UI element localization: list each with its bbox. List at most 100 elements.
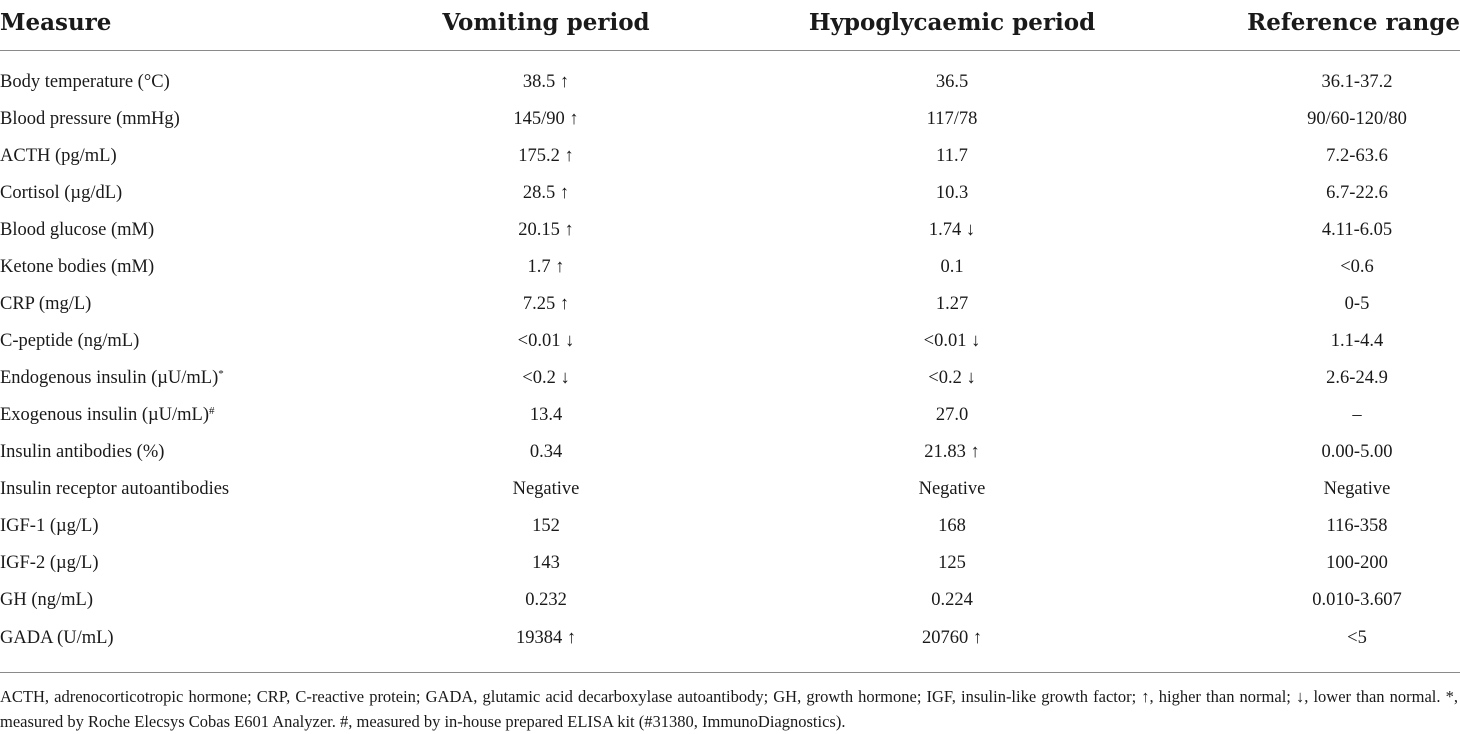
cell-hypoglycaemic-period-text: 36.5 (935, 71, 969, 92)
cell-reference-range-text: 36.1-37.2 (1321, 71, 1393, 92)
table-row: C-peptide (ng/mL) <0.01 ↓ <0.01 ↓ 1.1-4.4 (0, 322, 1460, 359)
cell-reference-range-text: <0.6 (1340, 256, 1374, 277)
cell-measure-text: Ketone bodies (mM) (0, 256, 155, 277)
cell-measure-text: Endogenous insulin (µU/mL) (0, 367, 219, 388)
cell-reference-range-text: 2.6-24.9 (1326, 367, 1388, 388)
cell-vomiting-period-text: 7.25 ↑ (522, 293, 570, 314)
cell-reference-range: 7.2-63.6 (1158, 137, 1460, 174)
cell-hypoglycaemic-period: <0.2 ↓ (746, 359, 1158, 396)
table-row: GADA (U/mL) 19384 ↑ 20760 ↑ <5 (0, 618, 1460, 662)
cell-hypoglycaemic-period: 20760 ↑ (746, 618, 1158, 662)
cell-hypoglycaemic-period-text: 27.0 (935, 404, 969, 425)
cell-hypoglycaemic-period-text: <0.2 ↓ (928, 367, 976, 388)
cell-measure-text: C-peptide (ng/mL) (0, 330, 140, 351)
cell-reference-range-text: – (1352, 404, 1362, 425)
cell-measure-text: Cortisol (µg/dL) (0, 182, 123, 203)
cell-hypoglycaemic-period: Negative (746, 470, 1158, 507)
table-footnote: ACTH, adrenocorticotropic hormone; CRP, … (0, 687, 1458, 731)
table-row: Insulin antibodies (%) 0.34 21.83 ↑ 0.00-5.… (0, 433, 1460, 470)
cell-hypoglycaemic-period: 125 (746, 544, 1158, 581)
cell-measure: Endogenous insulin (µU/mL)* (0, 359, 346, 396)
cell-reference-range-text: <5 (1347, 628, 1367, 648)
cell-reference-range: <5 (1158, 618, 1460, 662)
cell-vomiting-period: <0.2 ↓ (346, 359, 746, 396)
cell-measure: Body temperature (°C) (0, 51, 346, 101)
table-row: Blood pressure (mmHg) 145/90 ↑ 117/78 90/60… (0, 100, 1460, 137)
cell-hypoglycaemic-period: 21.83 ↑ (746, 433, 1158, 470)
cell-vomiting-period: 145/90 ↑ (346, 100, 746, 137)
cell-vomiting-period: 175.2 ↑ (346, 137, 746, 174)
cell-reference-range: Negative (1158, 470, 1460, 507)
lab-results-table-container: Measure Vomiting period Hypoglycaemic pe… (0, 0, 1460, 663)
table-row: Exogenous insulin (µU/mL)# 13.4 27.0– (0, 396, 1460, 433)
cell-reference-range-text: Negative (1323, 478, 1391, 499)
cell-measure-text: IGF-2 (µg/L) (0, 552, 99, 573)
cell-vomiting-period-text: 145/90 ↑ (513, 108, 579, 129)
cell-vomiting-period: <0.01 ↓ (346, 322, 746, 359)
cell-measure-text: CRP (mg/L) (0, 293, 92, 314)
cell-measure-text: Body temperature (°C) (0, 71, 170, 92)
cell-vomiting-period-text: 28.5 ↑ (522, 182, 570, 203)
cell-vomiting-period-text: 175.2 ↑ (518, 145, 574, 166)
cell-hypoglycaemic-period: 0.1 (746, 248, 1158, 285)
cell-reference-range-text: 100-200 (1326, 552, 1388, 573)
cell-hypoglycaemic-period-text: 21.83 ↑ (924, 441, 980, 462)
table-header: Measure Vomiting period Hypoglycaemic pe… (0, 0, 1460, 51)
cell-measure-text: Blood glucose (mM) (0, 219, 155, 240)
cell-vomiting-period-text: <0.01 ↓ (517, 330, 575, 351)
cell-measure-text: Blood pressure (mmHg) (0, 108, 180, 129)
cell-vomiting-period-text: 19384 ↑ (515, 628, 577, 648)
cell-hypoglycaemic-period-text: 0.1 (940, 256, 964, 277)
cell-hypoglycaemic-period: 117/78 (746, 100, 1158, 137)
cell-hypoglycaemic-period-text: 168 (938, 515, 966, 536)
cell-vomiting-period-text: 0.232 (525, 589, 567, 610)
cell-measure: Ketone bodies (mM) (0, 248, 346, 285)
cell-measure: Exogenous insulin (µU/mL)# (0, 396, 346, 433)
cell-vomiting-period-text: 38.5 ↑ (522, 71, 570, 92)
table-row: Ketone bodies (mM) 1.7 ↑ 0.1 <0.6 (0, 248, 1460, 285)
cell-measure: IGF-1 (µg/L) (0, 507, 346, 544)
table-row: Cortisol (µg/dL) 28.5 ↑ 10.3 6.7-22.6 (0, 174, 1460, 211)
cell-vomiting-period: 20.15 ↑ (346, 211, 746, 248)
cell-hypoglycaemic-period-text: 125 (938, 552, 966, 573)
header-reference-range: Reference range (1158, 0, 1460, 51)
cell-reference-range-text: 0.010-3.607 (1312, 589, 1402, 610)
cell-measure-text: GADA (U/mL) (0, 628, 114, 648)
table-bottom-rule (0, 672, 1460, 673)
cell-vomiting-period: 0.232 (346, 581, 746, 618)
cell-hypoglycaemic-period-text: 1.74 ↓ (928, 219, 976, 240)
cell-measure: C-peptide (ng/mL) (0, 322, 346, 359)
cell-measure-text: Exogenous insulin (µU/mL) (0, 404, 210, 425)
cell-reference-range: 6.7-22.6 (1158, 174, 1460, 211)
table-row: ACTH (pg/mL) 175.2 ↑ 11.7 7.2-63.6 (0, 137, 1460, 174)
cell-reference-range-text: 0.00-5.00 (1321, 441, 1393, 462)
cell-vomiting-period-text: Negative (512, 478, 580, 499)
table-row: IGF-2 (µg/L) 143 125 100-200 (0, 544, 1460, 581)
cell-vomiting-period: 1.7 ↑ (346, 248, 746, 285)
cell-hypoglycaemic-period: 1.27 (746, 285, 1158, 322)
table-body: Body temperature (°C) 38.5 ↑ 36.5 36.1-37.2… (0, 51, 1460, 663)
table-row: CRP (mg/L) 7.25 ↑ 1.27 0-5 (0, 285, 1460, 322)
cell-vomiting-period-text: 1.7 ↑ (527, 256, 565, 277)
cell-measure-text: ACTH (pg/mL) (0, 145, 117, 166)
cell-vomiting-period: 152 (346, 507, 746, 544)
cell-reference-range: 0.010-3.607 (1158, 581, 1460, 618)
header-row: Measure Vomiting period Hypoglycaemic pe… (0, 0, 1460, 51)
cell-hypoglycaemic-period: 1.74 ↓ (746, 211, 1158, 248)
cell-measure-text: IGF-1 (µg/L) (0, 515, 99, 536)
cell-reference-range: – (1158, 396, 1460, 433)
lab-results-table: Measure Vomiting period Hypoglycaemic pe… (0, 0, 1460, 663)
cell-vomiting-period: Negative (346, 470, 746, 507)
cell-hypoglycaemic-period-text: 117/78 (926, 108, 978, 129)
cell-hypoglycaemic-period-text: 20760 ↑ (921, 628, 983, 648)
cell-reference-range: 36.1-37.2 (1158, 51, 1460, 101)
footnote-marker: * (218, 367, 224, 380)
cell-measure: Insulin receptor autoantibodies (0, 470, 346, 507)
cell-hypoglycaemic-period: 168 (746, 507, 1158, 544)
cell-vomiting-period: 0.34 (346, 433, 746, 470)
cell-reference-range: 90/60-120/80 (1158, 100, 1460, 137)
cell-hypoglycaemic-period: 27.0 (746, 396, 1158, 433)
cell-reference-range-text: 116-358 (1326, 515, 1388, 536)
cell-reference-range: 4.11-6.05 (1158, 211, 1460, 248)
header-vomiting-period: Vomiting period (346, 0, 746, 51)
